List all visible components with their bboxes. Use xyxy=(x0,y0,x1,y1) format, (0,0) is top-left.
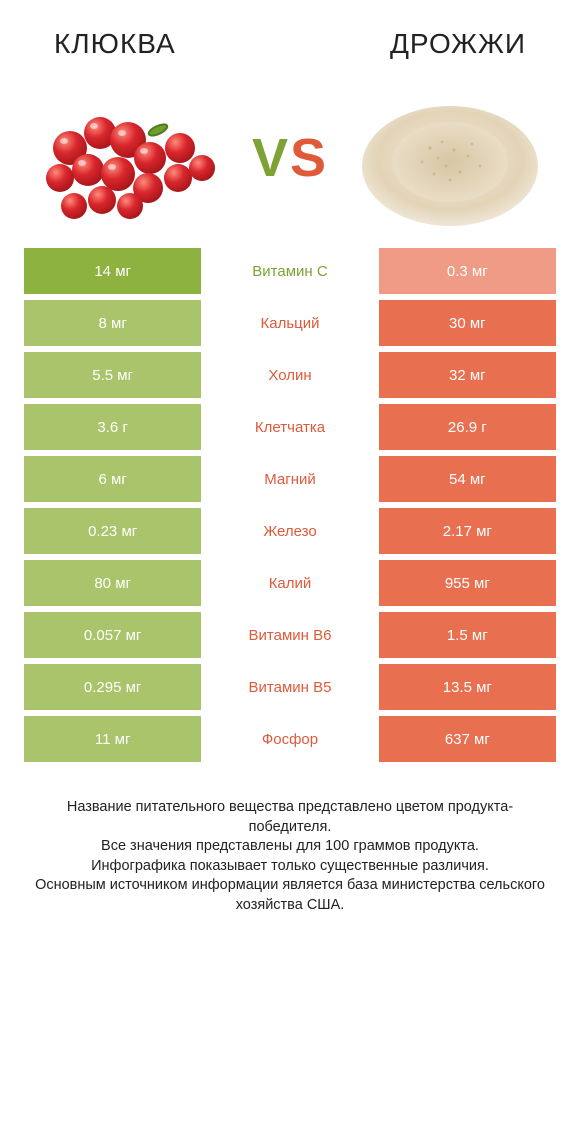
right-value: 955 мг xyxy=(379,560,556,606)
footer-note: Название питательного вещества представл… xyxy=(24,798,556,933)
table-row: 0.23 мгЖелезо2.17 мг xyxy=(24,508,556,554)
left-value: 11 мг xyxy=(24,716,201,762)
nutrient-name: Железо xyxy=(201,508,378,554)
right-value: 26.9 г xyxy=(379,404,556,450)
table-row: 11 мгФосфор637 мг xyxy=(24,716,556,762)
nutrient-name: Витамин C xyxy=(201,248,378,294)
nutrient-name: Витамин B5 xyxy=(201,664,378,710)
left-value: 6 мг xyxy=(24,456,201,502)
nutrient-name: Кальций xyxy=(201,300,378,346)
right-value: 637 мг xyxy=(379,716,556,762)
right-value: 2.17 мг xyxy=(379,508,556,554)
table-row: 14 мгВитамин C0.3 мг xyxy=(24,248,556,294)
cranberries-image xyxy=(30,78,230,238)
title-row: КЛЮКВА ДРОЖЖИ xyxy=(24,20,556,60)
footer-line-1: Название питательного вещества представл… xyxy=(28,798,552,837)
right-title: ДРОЖЖИ xyxy=(390,28,526,60)
left-value: 14 мг xyxy=(24,248,201,294)
left-value: 0.057 мг xyxy=(24,612,201,658)
right-value: 30 мг xyxy=(379,300,556,346)
right-value: 13.5 мг xyxy=(379,664,556,710)
nutrient-name: Витамин B6 xyxy=(201,612,378,658)
footer-line-2: Все значения представлены для 100 граммо… xyxy=(28,837,552,857)
left-value: 80 мг xyxy=(24,560,201,606)
hero-row: VS xyxy=(24,78,556,238)
footer-line-4: Основным источником информации является … xyxy=(28,876,552,915)
left-value: 0.23 мг xyxy=(24,508,201,554)
table-row: 0.057 мгВитамин B61.5 мг xyxy=(24,612,556,658)
left-title: КЛЮКВА xyxy=(54,28,176,60)
vs-v: V xyxy=(252,128,290,188)
right-value: 0.3 мг xyxy=(379,248,556,294)
left-value: 0.295 мг xyxy=(24,664,201,710)
right-value: 54 мг xyxy=(379,456,556,502)
nutrient-name: Холин xyxy=(201,352,378,398)
table-row: 0.295 мгВитамин B513.5 мг xyxy=(24,664,556,710)
table-row: 6 мгМагний54 мг xyxy=(24,456,556,502)
right-value: 32 мг xyxy=(379,352,556,398)
nutrient-name: Магний xyxy=(201,456,378,502)
right-value: 1.5 мг xyxy=(379,612,556,658)
table-row: 8 мгКальций30 мг xyxy=(24,300,556,346)
nutrient-name: Калий xyxy=(201,560,378,606)
left-value: 5.5 мг xyxy=(24,352,201,398)
nutrient-name: Фосфор xyxy=(201,716,378,762)
yeast-image xyxy=(350,78,550,238)
vs-label: VS xyxy=(252,127,328,189)
vs-s: S xyxy=(290,128,328,188)
footer-line-3: Инфографика показывает только существенн… xyxy=(28,857,552,877)
left-value: 3.6 г xyxy=(24,404,201,450)
nutrient-name: Клетчатка xyxy=(201,404,378,450)
table-row: 80 мгКалий955 мг xyxy=(24,560,556,606)
left-value: 8 мг xyxy=(24,300,201,346)
table-row: 5.5 мгХолин32 мг xyxy=(24,352,556,398)
nutrient-table: 14 мгВитамин C0.3 мг 8 мгКальций30 мг 5.5 … xyxy=(24,248,556,762)
table-row: 3.6 гКлетчатка26.9 г xyxy=(24,404,556,450)
